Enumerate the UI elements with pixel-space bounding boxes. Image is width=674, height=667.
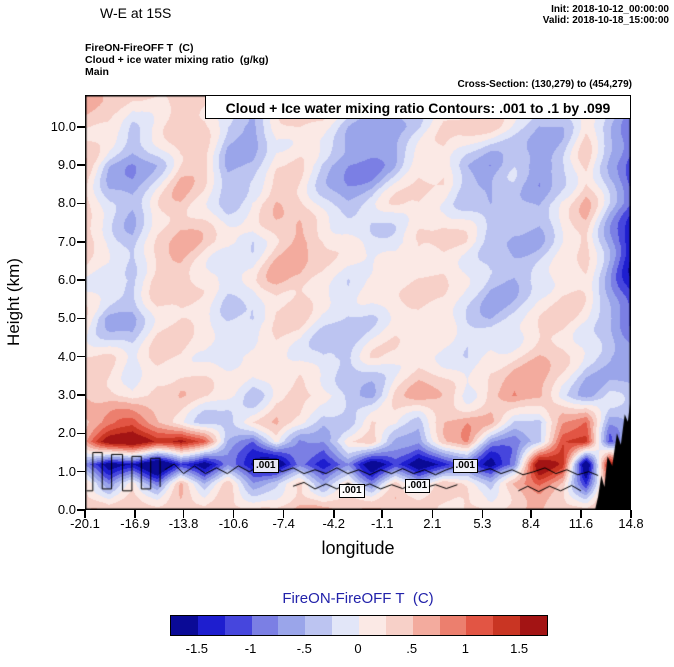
colorbar-segment <box>493 616 521 635</box>
valid-time: Valid: 2018-10-18_15:00:00 <box>542 15 669 26</box>
y-tick-mark <box>77 317 85 320</box>
y-tick-label: 6.0 <box>57 272 76 288</box>
colorbar-tick-label: 1.5 <box>510 641 529 656</box>
y-tick-label: 8.0 <box>57 195 76 211</box>
x-tick-mark <box>282 510 285 518</box>
colorbar-title: FireON-FireOFF T (C) <box>282 590 434 607</box>
y-tick-label: 0.0 <box>57 502 76 517</box>
field-line-temperature: FireON-FireOFF T (C) <box>85 42 194 54</box>
contour-label: .001 <box>339 483 365 498</box>
x-tick-label: 11.6 <box>568 516 594 531</box>
cross-section-note: Cross-Section: (130,279) to (454,279) <box>457 79 632 90</box>
x-tick-label: -7.4 <box>272 516 295 531</box>
x-tick-mark <box>580 510 582 518</box>
colorbar-tick-label: 1 <box>461 641 470 656</box>
field-line-grid: Main <box>85 66 109 78</box>
colorbar-segment <box>359 616 386 635</box>
x-tick-mark <box>232 510 235 518</box>
y-tick-mark <box>77 164 85 166</box>
y-tick-mark <box>77 241 85 243</box>
field-line-mixing-ratio: Cloud + ice water mixing ratio (g/kg) <box>85 54 269 66</box>
y-tick-label: 10.0 <box>50 118 76 134</box>
x-tick-mark <box>431 510 434 518</box>
colorbar-segment <box>439 616 467 635</box>
colorbar-segment <box>385 616 413 635</box>
colorbar-segment <box>171 616 198 635</box>
x-tick-mark <box>182 510 185 518</box>
x-tick-mark <box>630 510 632 518</box>
contour-info-box: Cloud + Ice water mixing ratio Contours:… <box>205 95 631 119</box>
colorbar-tick-label: -.5 <box>296 641 312 656</box>
y-tick-label: 7.0 <box>57 233 76 249</box>
y-tick-mark <box>77 279 85 281</box>
x-tick-label: -20.1 <box>70 516 100 531</box>
x-tick-label: -4.2 <box>322 516 345 531</box>
y-axis-label: Height (km) <box>4 258 23 346</box>
y-tick-mark <box>77 470 85 473</box>
y-tick-label: 9.0 <box>57 157 76 173</box>
y-tick-label: 5.0 <box>57 310 76 326</box>
x-tick-mark <box>481 510 484 518</box>
y-tick-label: 1.0 <box>57 463 76 479</box>
y-tick-label: 4.0 <box>57 348 76 364</box>
x-tick-label: -16.9 <box>120 516 150 531</box>
init-time: Init: 2018-10-12_00:00:00 <box>551 4 669 15</box>
colorbar-tick-label: -1.5 <box>185 641 209 656</box>
colorbar-segment <box>224 616 252 635</box>
x-tick-mark <box>381 510 383 518</box>
init-valid-block: Init: 2018-10-12_00:00:00 Valid: 2018-10… <box>543 4 669 26</box>
contour-label: .001 <box>404 479 431 494</box>
contour-label: .001 <box>253 458 279 473</box>
x-tick-label: 2.1 <box>423 516 442 531</box>
colorbar-segment <box>520 616 548 635</box>
y-tick-mark <box>77 509 85 511</box>
colorbar-segment <box>332 616 360 635</box>
figure-title: W-E at 15S <box>100 5 172 21</box>
x-tick-label: -10.6 <box>218 516 249 531</box>
x-tick-label: 14.8 <box>618 516 644 531</box>
x-tick-mark <box>530 510 532 518</box>
y-tick-mark <box>77 202 85 205</box>
x-tick-mark <box>84 510 86 518</box>
field-description-block: FireON-FireOFF T (C) Cloud + ice water m… <box>85 42 269 78</box>
colorbar-segment <box>251 616 279 635</box>
x-tick-mark <box>134 510 136 518</box>
colorbar-segment <box>412 616 440 635</box>
y-tick-label: 3.0 <box>57 387 76 403</box>
colorbar-segment <box>278 616 306 635</box>
x-tick-mark <box>333 510 335 518</box>
colorbar-segment <box>197 616 225 635</box>
y-tick-mark <box>77 355 85 358</box>
x-tick-label: -1.1 <box>371 516 394 531</box>
colorbar-segment <box>305 616 333 635</box>
y-tick-mark <box>77 126 85 128</box>
y-tick-label: 2.0 <box>57 425 76 441</box>
x-axis-label: longitude <box>321 538 395 558</box>
x-tick-label: -13.8 <box>168 516 199 531</box>
colorbar-segment <box>466 616 494 635</box>
colorbar-tick-label: -1 <box>244 641 257 656</box>
colorbar-tick-label: .5 <box>406 641 418 656</box>
contour-label: .001 <box>452 458 478 473</box>
y-tick-mark <box>77 432 85 435</box>
x-tick-label: 8.4 <box>521 516 540 531</box>
colorbar <box>170 615 548 636</box>
y-tick-mark <box>77 394 85 396</box>
cross-section-heatmap <box>85 95 631 510</box>
x-tick-label: 5.3 <box>473 516 492 531</box>
colorbar-tick-label: 0 <box>354 641 362 656</box>
